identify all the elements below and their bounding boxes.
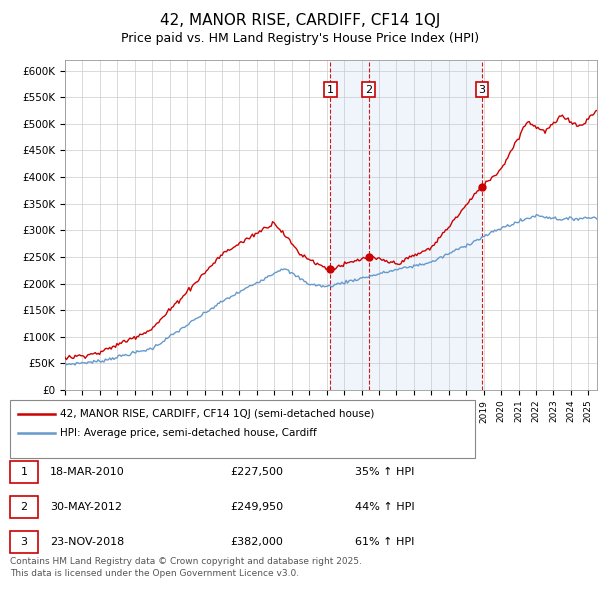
Bar bbox=[368, 60, 482, 390]
Text: 3: 3 bbox=[20, 537, 28, 547]
Text: 30-MAY-2012: 30-MAY-2012 bbox=[50, 502, 122, 512]
Text: 44% ↑ HPI: 44% ↑ HPI bbox=[355, 502, 415, 512]
Text: 1: 1 bbox=[327, 85, 334, 95]
Text: Price paid vs. HM Land Registry's House Price Index (HPI): Price paid vs. HM Land Registry's House … bbox=[121, 32, 479, 45]
Text: 1: 1 bbox=[20, 467, 28, 477]
Text: 2: 2 bbox=[365, 85, 372, 95]
Text: 2: 2 bbox=[20, 502, 28, 512]
Bar bbox=[331, 60, 368, 390]
Text: 35% ↑ HPI: 35% ↑ HPI bbox=[355, 467, 415, 477]
Text: 42, MANOR RISE, CARDIFF, CF14 1QJ (semi-detached house): 42, MANOR RISE, CARDIFF, CF14 1QJ (semi-… bbox=[60, 409, 374, 419]
Text: Contains HM Land Registry data © Crown copyright and database right 2025.
This d: Contains HM Land Registry data © Crown c… bbox=[10, 557, 362, 578]
Text: 3: 3 bbox=[478, 85, 485, 95]
Text: £227,500: £227,500 bbox=[230, 467, 283, 477]
Text: £249,950: £249,950 bbox=[230, 502, 283, 512]
Text: 42, MANOR RISE, CARDIFF, CF14 1QJ: 42, MANOR RISE, CARDIFF, CF14 1QJ bbox=[160, 13, 440, 28]
Text: 23-NOV-2018: 23-NOV-2018 bbox=[50, 537, 124, 547]
Text: 61% ↑ HPI: 61% ↑ HPI bbox=[355, 537, 415, 547]
Text: HPI: Average price, semi-detached house, Cardiff: HPI: Average price, semi-detached house,… bbox=[60, 428, 317, 438]
Text: £382,000: £382,000 bbox=[230, 537, 283, 547]
Text: 18-MAR-2010: 18-MAR-2010 bbox=[50, 467, 125, 477]
